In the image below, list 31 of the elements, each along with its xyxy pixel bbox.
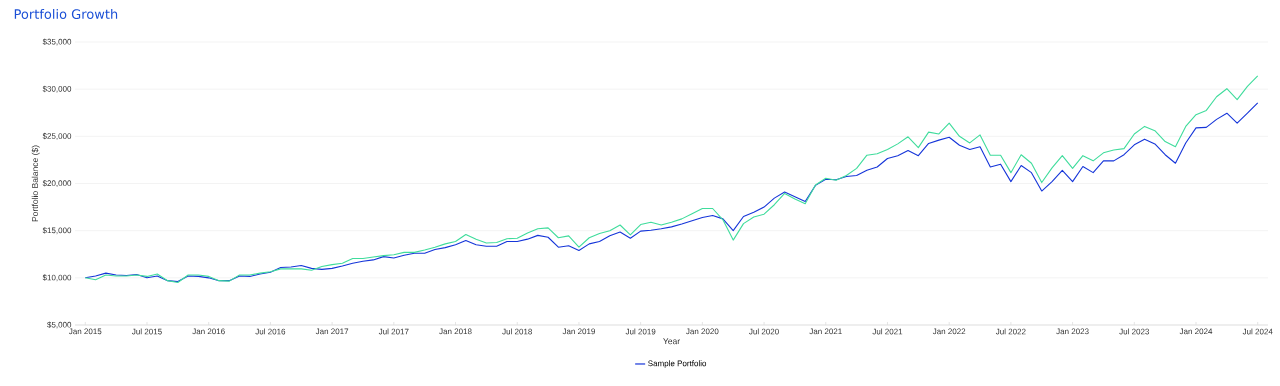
y-axis-title: Portfolio Balance ($) — [31, 145, 40, 222]
x-tick-label: Jul 2015 — [132, 328, 162, 335]
y-tick-label: $5,000 — [47, 321, 72, 329]
x-tick-label: Jan 2024 — [1179, 328, 1213, 335]
x-tick-label: Jan 2016 — [192, 328, 225, 335]
x-tick-label: Jul 2019 — [625, 328, 656, 335]
y-tick-label: $15,000 — [42, 227, 72, 235]
y-tick-label: $10,000 — [42, 274, 72, 282]
x-tick-label: Jul 2022 — [995, 328, 1026, 335]
y-tick-label: $30,000 — [42, 85, 72, 93]
x-tick-label: Jan 2023 — [1056, 328, 1089, 335]
x-axis-title: Year — [663, 338, 680, 345]
x-tick-label: Jan 2017 — [315, 328, 349, 335]
x-tick-label: Jul 2017 — [378, 328, 409, 335]
x-tick-label: Jul 2020 — [749, 328, 779, 335]
legend-label: Sample Portfolio — [648, 360, 707, 368]
x-tick-label: Jan 2020 — [686, 328, 719, 335]
x-tick-label: Jan 2019 — [562, 328, 595, 335]
y-tick-label: $20,000 — [42, 180, 72, 187]
x-tick-label: Jan 2022 — [932, 328, 966, 335]
x-tick-label: Jul 2024 — [1242, 328, 1273, 335]
y-tick-label: $25,000 — [42, 132, 72, 140]
x-tick-label: Jul 2021 — [872, 328, 903, 335]
x-tick-label: Jan 2015 — [68, 328, 102, 335]
y-tick-label: $35,000 — [42, 38, 72, 46]
x-tick-label: Jul 2023 — [1119, 328, 1150, 335]
chart-title: Portfolio Growth — [14, 8, 118, 20]
x-tick-label: Jul 2016 — [255, 328, 286, 335]
x-tick-label: Jan 2021 — [809, 328, 842, 335]
x-tick-label: Jul 2018 — [502, 328, 532, 335]
x-tick-label: Jan 2018 — [439, 328, 472, 335]
